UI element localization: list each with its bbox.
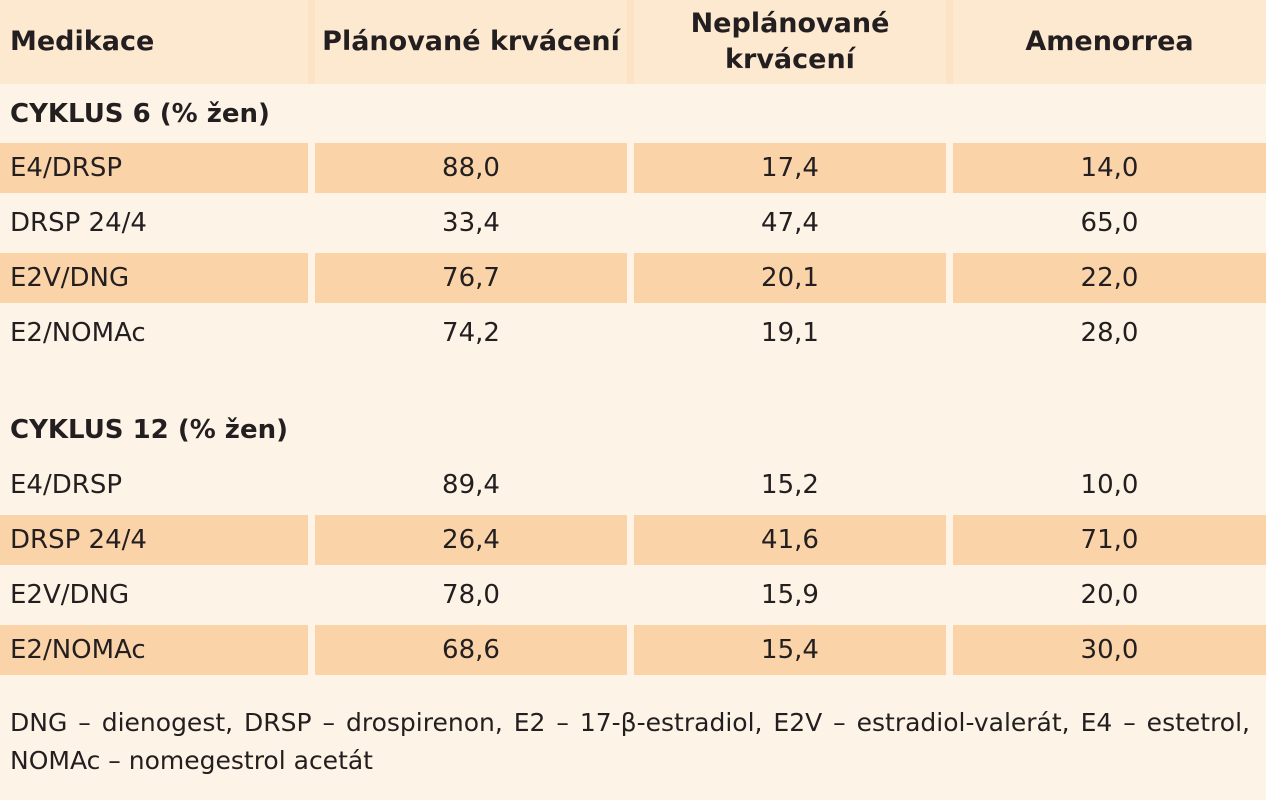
row-amenorrea: 30,0 — [953, 625, 1266, 675]
row-planovane: 88,0 — [315, 143, 627, 193]
table-row: DRSP 24/4 33,4 47,4 65,0 — [0, 198, 1266, 248]
row-medikace: E2V/DNG — [10, 580, 130, 610]
row-neplanovane: 19,1 — [761, 318, 819, 348]
column-header-amenorrea: Amenorrea — [953, 0, 1266, 84]
row-planovane: 68,6 — [315, 625, 627, 675]
row-amenorrea: 71,0 — [953, 515, 1266, 565]
row-planovane: 76,7 — [315, 253, 627, 303]
row-planovane: 33,4 — [442, 208, 500, 238]
row-planovane: 89,4 — [442, 470, 500, 500]
abbreviations-footnote: DNG – dienogest, DRSP – drospirenon, E2 … — [10, 708, 1250, 775]
table-row: DRSP 24/4 26,4 41,6 71,0 — [0, 515, 1266, 565]
row-neplanovane: 47,4 — [761, 208, 819, 238]
row-amenorrea: 28,0 — [1080, 318, 1139, 348]
table-row: E2/NOMAc 68,6 15,4 30,0 — [0, 625, 1266, 675]
row-planovane: 78,0 — [442, 580, 500, 610]
column-header-neplanovane-line1: Neplánované — [690, 8, 890, 39]
table-row: E2/NOMAc 74,2 19,1 28,0 — [0, 308, 1266, 358]
row-neplanovane: 15,4 — [634, 625, 946, 675]
row-amenorrea: 14,0 — [953, 143, 1266, 193]
row-amenorrea: 10,0 — [1080, 470, 1139, 500]
row-neplanovane: 15,9 — [761, 580, 819, 610]
row-medikace: E2/NOMAc — [0, 625, 308, 675]
row-medikace: DRSP 24/4 — [10, 208, 147, 238]
table-header: Medikace Plánované krvácení Neplánované k… — [0, 0, 1266, 84]
row-neplanovane: 15,2 — [761, 470, 819, 500]
table-row: E2V/DNG 78,0 15,9 20,0 — [0, 570, 1266, 620]
row-amenorrea: 20,0 — [1080, 580, 1139, 610]
section-title-cyklus-6: CYKLUS 6 (% žen) — [10, 99, 270, 129]
row-medikace: E2V/DNG — [0, 253, 308, 303]
column-header-neplanovane-krvaceni: Neplánované krvácení — [634, 0, 946, 84]
row-medikace: E4/DRSP — [0, 143, 308, 193]
row-neplanovane: 41,6 — [634, 515, 946, 565]
column-header-planovane-krvaceni: Plánované krvácení — [315, 0, 627, 84]
column-header-neplanovane-line2: krvácení — [725, 44, 855, 75]
row-planovane: 74,2 — [442, 318, 500, 348]
row-medikace: E4/DRSP — [10, 470, 122, 500]
table-row: E4/DRSP 88,0 17,4 14,0 — [0, 143, 1266, 193]
table-row: E4/DRSP 89,4 15,2 10,0 — [0, 460, 1266, 510]
row-amenorrea: 65,0 — [1080, 208, 1139, 238]
row-amenorrea: 22,0 — [953, 253, 1266, 303]
section-title-cyklus-12: CYKLUS 12 (% žen) — [10, 415, 288, 445]
table-row: E2V/DNG 76,7 20,1 22,0 — [0, 253, 1266, 303]
row-medikace: DRSP 24/4 — [0, 515, 308, 565]
row-medikace: E2/NOMAc — [10, 318, 146, 348]
column-header-medikace: Medikace — [0, 0, 308, 84]
row-planovane: 26,4 — [315, 515, 627, 565]
row-neplanovane: 20,1 — [634, 253, 946, 303]
row-neplanovane: 17,4 — [634, 143, 946, 193]
